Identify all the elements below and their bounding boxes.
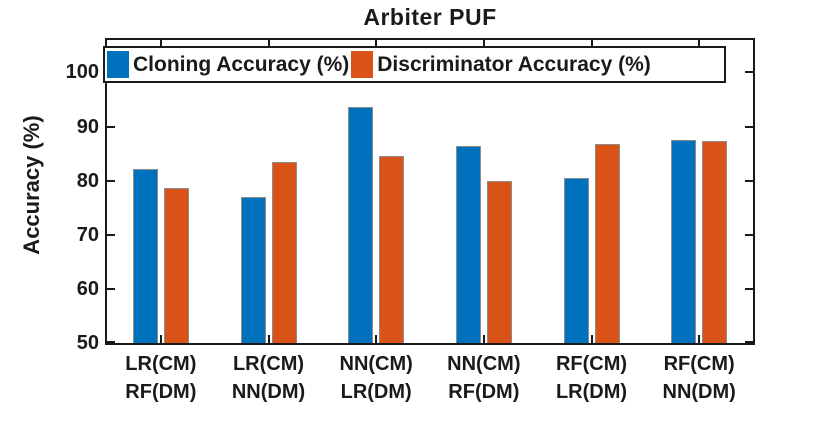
legend-label-cloning: Cloning Accuracy (%): [133, 52, 350, 76]
y-tick-right: [745, 179, 753, 182]
x-tick-label: NN(CM) LR(DM): [311, 350, 441, 406]
bar-discriminator-1: [163, 188, 189, 343]
x-tick-bottom: [698, 335, 701, 343]
x-tick-label-line1: LR(CM): [125, 353, 197, 375]
y-tick-right: [745, 233, 753, 236]
x-tick-label: LR(CM) NN(DM): [204, 350, 334, 406]
x-tick-label-line2: NN(DM): [231, 381, 306, 403]
bar-discriminator-3: [379, 155, 405, 343]
y-tick-label: 90: [76, 115, 99, 138]
bar-discriminator-5: [594, 143, 620, 343]
x-tick-label: RF(CM) LR(DM): [527, 350, 657, 406]
x-tick-label: LR(CM) RF(DM): [96, 350, 226, 406]
x-tick-label-line2: LR(DM): [555, 381, 628, 403]
x-tick-label: NN(CM) RF(DM): [419, 350, 549, 406]
y-tick-label: 100: [65, 61, 99, 84]
bar-cloning-5: [563, 177, 589, 343]
bar-discriminator-6: [702, 141, 728, 343]
x-tick-label-line1: RF(CM): [555, 353, 628, 375]
x-tick-label-line1: RF(CM): [663, 353, 735, 375]
legend-label-discriminator: Discriminator Accuracy (%): [377, 52, 651, 76]
chart-title: Arbiter PUF: [363, 4, 497, 30]
y-tick-left: [107, 341, 115, 343]
x-tick-label-line1: LR(CM): [232, 353, 305, 375]
x-tick-top: [590, 40, 593, 48]
x-tick-bottom: [159, 335, 162, 343]
bar-discriminator-2: [271, 162, 297, 343]
x-tick-bottom: [590, 335, 593, 343]
x-tick-top: [375, 40, 378, 48]
y-tick-right: [745, 125, 753, 128]
x-tick-bottom: [482, 335, 485, 343]
x-tick-label: RF(CM) NN(DM): [634, 350, 764, 406]
y-tick-label: 50: [76, 332, 99, 354]
x-tick-top: [698, 40, 701, 48]
bar-discriminator-4: [486, 180, 512, 343]
bar-cloning-2: [240, 196, 266, 343]
y-tick-label: 80: [76, 169, 99, 192]
x-tick-label-line2: RF(DM): [125, 381, 197, 403]
x-tick-label-line1: NN(CM): [339, 353, 413, 375]
legend-swatch-discriminator-icon: [351, 51, 374, 78]
x-tick-label-line2: LR(DM): [340, 381, 412, 403]
x-tick-bottom: [375, 335, 378, 343]
y-tick-label: 70: [76, 223, 99, 246]
bar-cloning-4: [455, 146, 481, 343]
legend-swatch-cloning-icon: [107, 51, 129, 78]
y-tick-left: [107, 125, 115, 128]
x-tick-top: [267, 40, 270, 48]
y-tick-left: [107, 287, 115, 290]
x-tick-bottom: [267, 335, 270, 343]
x-tick-label-line2: RF(DM): [448, 381, 520, 403]
y-tick-right: [745, 341, 753, 343]
y-tick-right: [745, 71, 753, 74]
x-tick-label-line1: NN(CM): [447, 353, 521, 375]
legend: Cloning Accuracy (%) Discriminator Accur…: [103, 46, 726, 83]
bar-cloning-6: [671, 140, 697, 343]
y-tick-label: 60: [76, 277, 99, 300]
x-tick-top: [482, 40, 485, 48]
y-tick-right: [745, 287, 753, 290]
bar-cloning-1: [132, 168, 158, 343]
x-tick-label-line2: NN(DM): [662, 381, 736, 403]
bar-cloning-3: [348, 107, 374, 343]
x-tick-top: [159, 40, 162, 48]
plot-area: [105, 38, 755, 345]
y-tick-left: [107, 179, 115, 182]
y-tick-left: [107, 233, 115, 236]
